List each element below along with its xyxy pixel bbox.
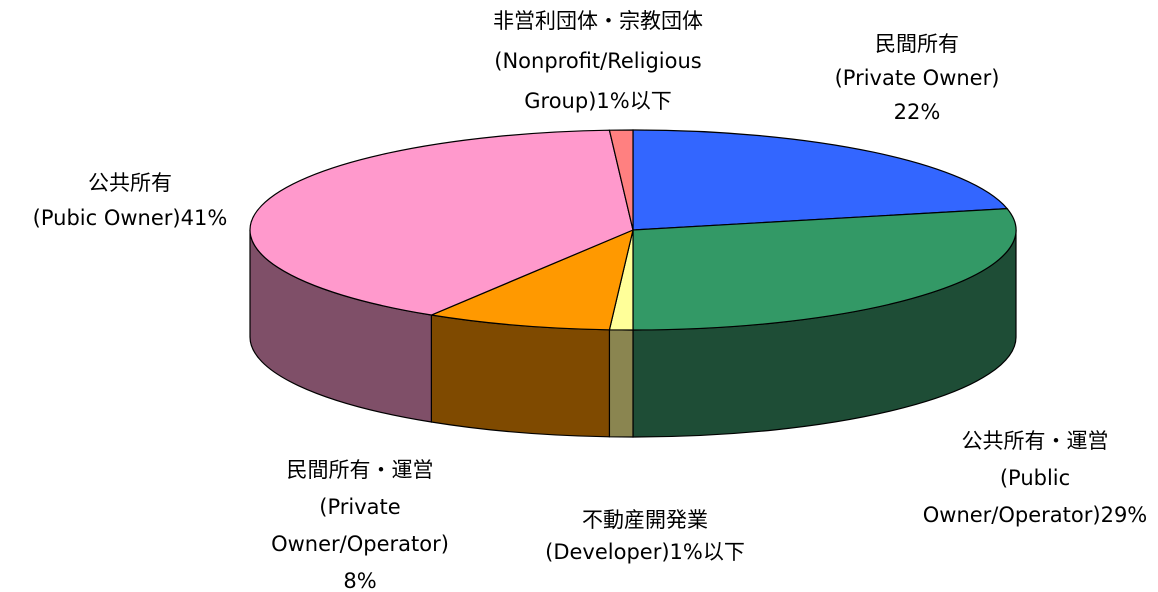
pie-side (608, 329, 634, 438)
data-label-part: (Developer) (545, 540, 669, 564)
data-label-part: 22% (894, 100, 941, 124)
data-label: 8% (343, 569, 376, 592)
pie-side (430, 314, 611, 438)
data-label-part: 29% (1101, 503, 1148, 527)
data-label-part: Owner/Operator) (923, 503, 1101, 527)
pie-slice (249, 129, 634, 316)
data-label-part: 8% (343, 569, 376, 592)
data-label-part: (Private (319, 495, 400, 519)
data-label-part: 民間所有・運営 (287, 458, 434, 482)
data-label: (Private (319, 495, 400, 519)
data-label: (Private Owner) (835, 66, 1000, 90)
data-label: 不動産開発業 (582, 508, 708, 532)
data-label: 公共所有・運営 (962, 429, 1109, 453)
data-label: 公共所有 (88, 171, 172, 195)
data-label-part: Owner/Operator) (271, 532, 449, 556)
pie-slice (632, 207, 1017, 331)
data-label-part: 不動産開発業 (582, 508, 708, 532)
data-label: (Developer)1%以下 (545, 540, 745, 564)
data-label-part: 公共所有 (88, 171, 172, 195)
data-label: 民間所有 (875, 32, 959, 56)
data-label: 民間所有・運営 (287, 458, 434, 482)
data-label-part: Group) (524, 89, 596, 113)
data-label-part: 非営利団体・宗教団体 (493, 9, 703, 33)
data-label-part: 1%以下 (596, 89, 671, 113)
data-label: (Pubic Owner)41% (33, 206, 228, 230)
data-label-part: 民間所有 (875, 32, 959, 56)
pie-slice (608, 129, 634, 231)
data-label-part: (Nonprofit/Religious (494, 49, 701, 73)
data-label-part: (Public (1000, 466, 1070, 490)
data-label-part: 公共所有・運営 (962, 429, 1109, 453)
data-label: (Public (1000, 466, 1070, 490)
pie-slice (632, 129, 1009, 231)
data-label-part: (Private Owner) (835, 66, 1000, 90)
data-label: Owner/Operator)29% (923, 503, 1148, 527)
pie-slice (429, 228, 634, 331)
data-label-part: 41% (181, 206, 228, 230)
data-label-part: 1%以下 (670, 540, 745, 564)
data-label: 非営利団体・宗教団体 (493, 9, 703, 33)
data-label: (Nonprofit/Religious (494, 49, 701, 73)
data-label-part: (Pubic Owner) (33, 206, 181, 230)
data-label: 22% (894, 100, 941, 124)
data-label: Owner/Operator) (271, 532, 449, 556)
data-label: Group)1%以下 (524, 89, 671, 113)
